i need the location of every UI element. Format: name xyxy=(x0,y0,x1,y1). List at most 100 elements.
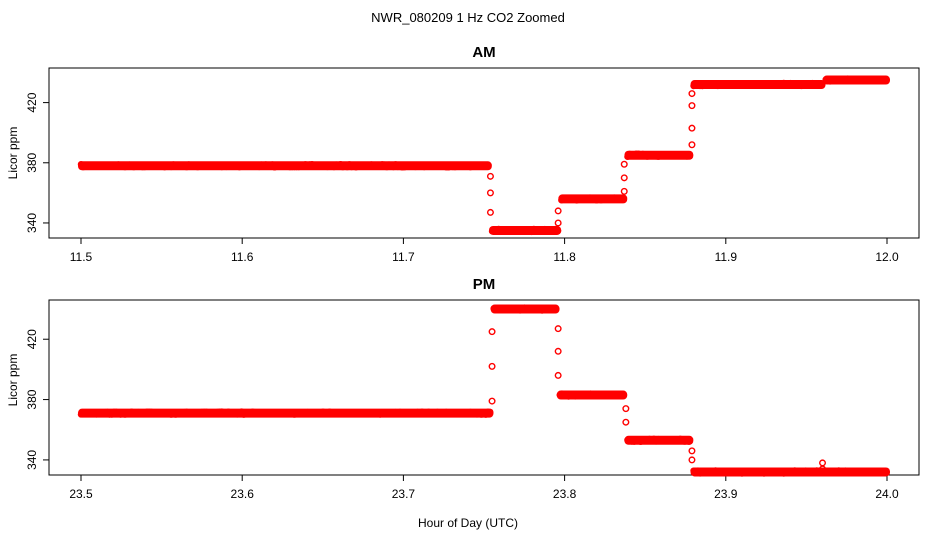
data-point xyxy=(205,409,212,416)
data-point xyxy=(611,391,619,398)
data-point xyxy=(554,347,562,355)
data-point xyxy=(398,164,406,171)
data-point xyxy=(198,408,206,416)
data-point xyxy=(110,408,118,416)
data-point xyxy=(225,162,232,170)
panel-pm: PM Licor ppm 23.5 23.6 23.7 23.8 23.9 24.0 34… xyxy=(6,276,920,501)
data-point xyxy=(486,408,494,416)
data-point xyxy=(618,391,625,399)
data-point xyxy=(407,409,415,417)
data-point xyxy=(394,163,402,171)
data-point xyxy=(835,77,843,84)
data-point xyxy=(685,153,693,160)
data-point xyxy=(484,408,492,416)
y-tick-label: 380 xyxy=(25,389,39,409)
data-point xyxy=(817,80,825,87)
data-point xyxy=(677,152,684,160)
x-tick-label: 23.5 xyxy=(69,487,93,501)
x-tick-label: 12.0 xyxy=(875,250,899,264)
data-point xyxy=(293,163,300,171)
data-point xyxy=(429,409,437,417)
y-tick-label: 340 xyxy=(25,213,39,233)
panel-am: AM Licor ppm 11.5 11.6 11.7 11.8 11.9 12.0 34… xyxy=(6,44,920,264)
data-point xyxy=(622,418,630,426)
data-point xyxy=(486,172,494,180)
x-tick-label: 23.8 xyxy=(553,487,577,501)
data-point xyxy=(688,124,696,132)
data-point xyxy=(284,410,292,418)
data-point xyxy=(383,410,391,417)
data-point xyxy=(99,163,107,170)
data-point xyxy=(409,409,417,416)
data-point xyxy=(484,162,492,170)
y-axis-am: 340 380 420 xyxy=(25,92,49,233)
data-point xyxy=(560,194,567,202)
data-point xyxy=(859,469,867,476)
data-point xyxy=(335,410,342,418)
data-point xyxy=(554,371,562,379)
data-point xyxy=(548,226,555,233)
data-point xyxy=(881,468,889,476)
data-point xyxy=(837,467,845,475)
data-point xyxy=(480,162,487,170)
data-point xyxy=(857,77,865,84)
series-am xyxy=(77,75,890,236)
data-point xyxy=(229,162,237,170)
data-point xyxy=(488,328,496,336)
data-point xyxy=(456,410,463,418)
data-point xyxy=(438,409,446,416)
y-tick-label: 420 xyxy=(25,329,39,349)
data-point xyxy=(321,409,329,416)
data-point xyxy=(385,410,393,417)
x-axis-pm: 23.5 23.6 23.7 23.8 23.9 24.0 xyxy=(69,475,899,501)
data-point xyxy=(200,408,208,416)
data-point xyxy=(291,163,298,171)
figure-title: NWR_080209 1 Hz CO2 Zoomed xyxy=(371,10,565,25)
data-point xyxy=(674,152,682,160)
x-tick-label: 11.8 xyxy=(553,250,576,264)
data-point xyxy=(661,436,669,443)
data-point xyxy=(668,151,675,159)
data-point xyxy=(769,467,777,475)
data-point xyxy=(451,410,459,417)
data-point xyxy=(521,228,529,235)
x-tick-label: 24.0 xyxy=(875,487,899,501)
x-tick-label: 23.9 xyxy=(714,487,738,501)
data-point xyxy=(620,391,627,399)
data-point xyxy=(488,397,496,405)
data-point xyxy=(546,225,553,233)
data-point xyxy=(688,456,696,464)
data-point xyxy=(554,207,562,215)
data-point xyxy=(688,102,696,110)
data-point xyxy=(819,459,827,467)
data-point xyxy=(578,390,586,398)
data-point xyxy=(554,325,562,333)
data-point xyxy=(819,465,827,473)
data-point xyxy=(205,162,212,169)
x-tick-label: 23.6 xyxy=(231,487,255,501)
data-point xyxy=(604,391,612,398)
plot-frame-am xyxy=(48,67,920,239)
data-point xyxy=(488,362,496,370)
x-tick-label: 11.9 xyxy=(715,250,738,264)
panel-title-pm: PM xyxy=(473,276,496,293)
data-point xyxy=(517,228,524,235)
x-tick-label: 11.6 xyxy=(231,250,254,264)
y-tick-label: 340 xyxy=(25,450,39,470)
data-point xyxy=(286,410,294,418)
data-point xyxy=(486,189,494,197)
y-tick-label: 420 xyxy=(25,92,39,112)
data-point xyxy=(710,81,717,89)
x-axis-am: 11.5 11.6 11.7 11.8 11.9 12.0 xyxy=(70,238,899,264)
data-point xyxy=(282,410,289,418)
x-tick-label: 23.7 xyxy=(392,487,416,501)
data-point xyxy=(663,151,671,159)
data-point xyxy=(549,306,557,313)
data-point xyxy=(620,174,628,182)
data-point xyxy=(685,438,693,445)
data-point xyxy=(619,195,627,203)
data-point xyxy=(829,76,836,84)
series-pm xyxy=(77,304,890,477)
